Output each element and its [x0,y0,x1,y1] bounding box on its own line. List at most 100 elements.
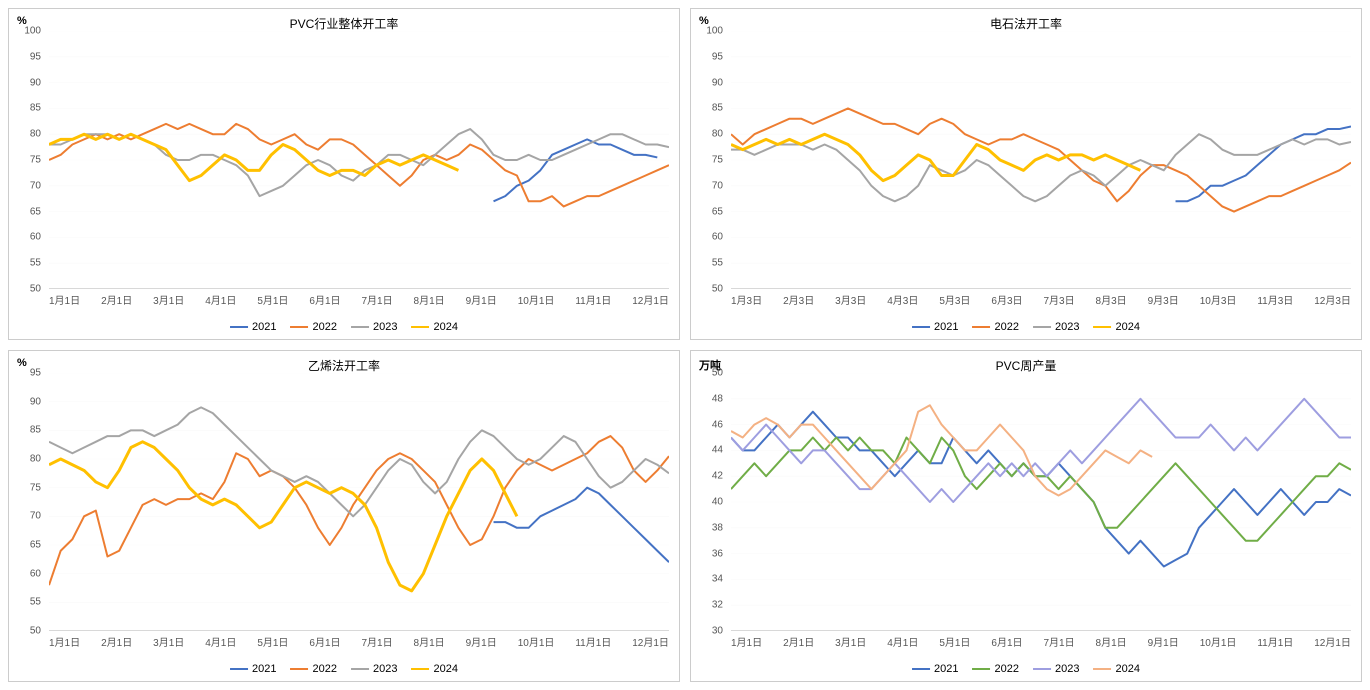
x-tick: 8月1日 [414,292,445,307]
x-tick: 10月1日 [518,634,555,649]
legend-item: 2023 [1033,663,1079,675]
legend-item: 2024 [411,321,457,333]
legend-label: 2024 [433,321,457,333]
y-tick: 95 [712,51,723,62]
x-tick: 8月1日 [1096,634,1127,649]
legend-label: 2021 [934,663,958,675]
legend-label: 2021 [252,321,276,333]
legend-label: 2023 [373,663,397,675]
x-tick: 1月1日 [49,634,80,649]
y-tick: 70 [30,511,41,522]
x-tick: 6月1日 [309,292,340,307]
y-tick: 75 [30,155,41,166]
legend-item: 2022 [291,321,337,333]
legend-label: 2022 [313,663,337,675]
x-tick: 4月1日 [205,634,236,649]
legend-item: 2022 [973,321,1019,333]
x-tick: 8月1日 [414,634,445,649]
x-tick: 2月1日 [101,292,132,307]
legend-label: 2022 [995,321,1019,333]
legend-label: 2021 [252,663,276,675]
legend-item: 2021 [912,321,958,333]
y-tick: 50 [712,284,723,295]
legend-item: 2021 [230,321,276,333]
x-tick: 5月1日 [257,292,288,307]
chart-ethylene: %乙烯法开工率505560657075808590951月1日2月1日3月1日4… [8,350,680,682]
y-tick: 50 [30,284,41,295]
legend-swatch [291,326,309,328]
y-tick: 85 [712,103,723,114]
x-tick: 5月3日 [939,292,970,307]
legend-item: 2023 [1033,321,1079,333]
y-tick: 48 [712,393,723,404]
legend-swatch [1093,326,1111,328]
y-tick: 70 [30,180,41,191]
legend-swatch [230,668,248,670]
legend-item: 2024 [1093,321,1139,333]
y-tick: 100 [24,26,41,37]
legend-item: 2023 [351,663,397,675]
legend-item: 2024 [411,663,457,675]
x-tick: 7月1日 [1043,634,1074,649]
y-tick: 42 [712,471,723,482]
legend: 2021202220232024 [912,663,1140,675]
legend-label: 2021 [934,321,958,333]
x-tick: 6月1日 [309,634,340,649]
y-tick: 60 [712,232,723,243]
x-tick: 11月3日 [1257,292,1293,307]
chart-calcium-carbide: %电石法开工率505560657075808590951001月3日2月3日3月… [690,8,1362,340]
y-tick: 50 [30,626,41,637]
series-2021 [1176,126,1351,201]
y-tick: 95 [30,51,41,62]
series-2024 [49,134,458,180]
legend-swatch [912,326,930,328]
y-tick: 75 [30,482,41,493]
chart-title: PVC行业整体开工率 [290,15,399,32]
y-tick: 85 [30,425,41,436]
x-tick: 11月1日 [575,634,611,649]
x-tick: 8月3日 [1096,292,1127,307]
y-axis-label: % [17,357,27,369]
legend: 2021 2022 2023 2024 [230,663,458,675]
x-tick: 12月1日 [632,292,669,307]
x-tick: 5月1日 [939,634,970,649]
x-tick: 2月1日 [783,634,814,649]
y-tick: 80 [30,129,41,140]
legend-swatch [230,326,248,328]
x-tick: 1月1日 [49,292,80,307]
x-tick: 12月3日 [1314,292,1351,307]
x-tick: 7月1日 [361,292,392,307]
legend-label: 2024 [433,663,457,675]
y-tick: 75 [712,155,723,166]
plot-area [49,373,669,631]
chart-weekly-output: 万吨PVC周产量30323436384042444648501月1日2月1日3月… [690,350,1362,682]
chart-pvc-overall: %PVC行业整体开工率505560657075808590951001月1日2月… [8,8,680,340]
x-tick: 7月3日 [1043,292,1074,307]
legend-label: 2023 [1055,663,1079,675]
series-2022 [731,438,1351,541]
chart-title: 乙烯法开工率 [308,357,380,374]
x-tick: 4月3日 [887,292,918,307]
x-tick: 10月1日 [518,292,555,307]
x-tick: 2月1日 [101,634,132,649]
legend: 2021202220232024 [230,321,458,333]
legend-item: 2021 [912,663,958,675]
x-tick: 9月1日 [1148,634,1179,649]
chart-title: PVC周产量 [996,357,1057,374]
x-tick: 2月3日 [783,292,814,307]
legend-item: 2022 [973,663,1019,675]
x-tick: 11月1日 [575,292,611,307]
x-tick: 3月3日 [835,292,866,307]
legend-swatch [1033,668,1051,670]
legend-item: 2021 [230,663,276,675]
y-tick: 70 [712,180,723,191]
y-tick: 46 [712,419,723,430]
legend-swatch [973,326,991,328]
legend-label: 2023 [1055,321,1079,333]
legend-swatch [973,668,991,670]
y-tick: 85 [30,103,41,114]
y-tick: 44 [712,445,723,456]
series-2021 [731,412,1351,567]
x-tick: 11月1日 [1257,634,1293,649]
legend-swatch [1033,326,1051,328]
